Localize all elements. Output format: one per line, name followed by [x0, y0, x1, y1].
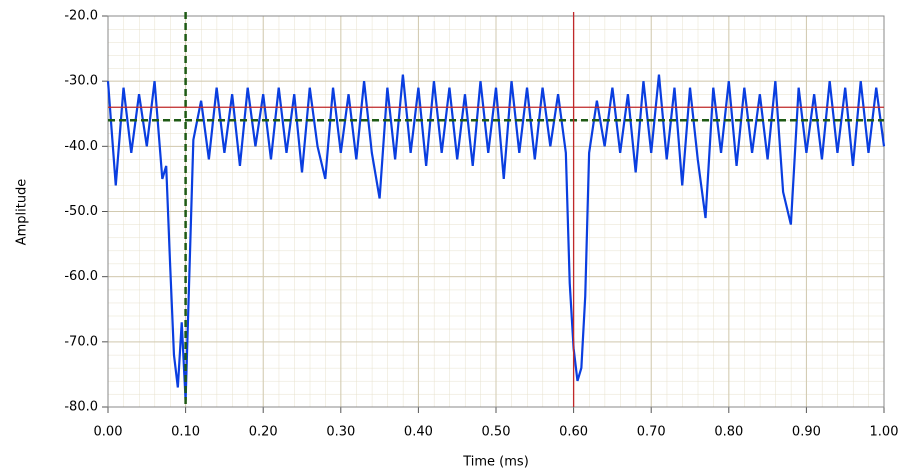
y-tick-label: -30.0	[64, 74, 98, 89]
x-tick-label: 1.00	[870, 425, 899, 440]
plot-frame	[107, 15, 885, 408]
y-axis-label: Amplitude	[15, 179, 30, 246]
y-tick-label: -50.0	[64, 204, 98, 219]
x-axis-label: Time (ms)	[462, 455, 529, 470]
y-tick-label: -70.0	[64, 334, 98, 349]
x-tick-label: 0.40	[404, 425, 433, 440]
y-tick-label: -60.0	[64, 269, 98, 284]
x-tick-label: 0.00	[94, 425, 123, 440]
y-tick-label: -80.0	[64, 400, 98, 415]
x-tick-label: 0.60	[559, 425, 588, 440]
x-tick-label: 0.20	[249, 425, 278, 440]
y-tick-label: -20.0	[64, 9, 98, 24]
x-tick-label: 0.30	[326, 425, 355, 440]
x-tick-label: 0.50	[482, 425, 511, 440]
x-tick-label: 0.80	[714, 425, 743, 440]
y-tick-label: -40.0	[64, 139, 98, 154]
x-tick-label: 0.70	[637, 425, 666, 440]
x-tick-label: 0.90	[792, 425, 821, 440]
x-tick-label: 0.10	[171, 425, 200, 440]
data-line	[106, 74, 886, 401]
